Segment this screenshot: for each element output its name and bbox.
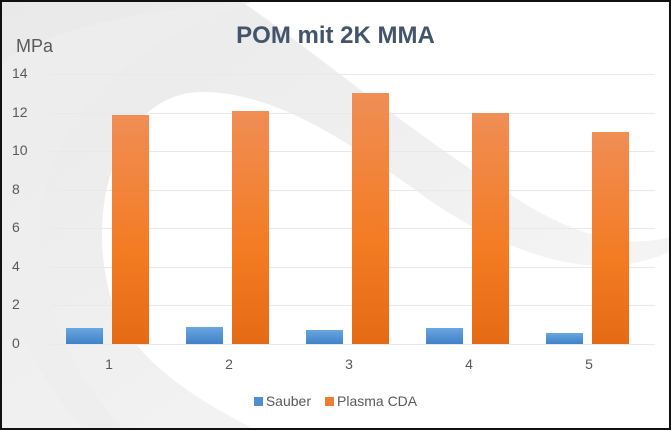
legend-swatch-blue <box>253 396 263 406</box>
y-tick-label: 6 <box>12 219 20 236</box>
chart-title: POM mit 2K MMA <box>236 22 435 49</box>
bar-sauber-4 <box>426 327 463 344</box>
bar-sauber-2 <box>186 326 223 344</box>
x-tick-label: 2 <box>225 356 233 372</box>
y-axis-unit-label: MPa <box>16 36 54 56</box>
legend: Sauber Plasma CDA <box>2 393 669 409</box>
y-tick-label: 4 <box>12 257 20 274</box>
y-tick-label: 10 <box>12 142 28 159</box>
y-tick-label: 8 <box>12 180 20 197</box>
bar-plasma-cda-2 <box>232 110 269 344</box>
x-tick-label: 3 <box>345 356 353 372</box>
x-tick-label: 5 <box>585 356 593 372</box>
legend-label: Plasma CDA <box>337 393 418 409</box>
y-tick-label: 12 <box>12 103 28 120</box>
y-tick-label: 2 <box>12 296 20 313</box>
bar-plasma-cda-5 <box>592 131 629 344</box>
legend-label: Sauber <box>265 393 311 409</box>
y-tick-label: 14 <box>12 65 28 81</box>
x-tick-label: 1 <box>105 356 113 372</box>
bar-sauber-5 <box>546 333 583 344</box>
bar-plasma-cda-3 <box>352 93 389 344</box>
legend-item-plasma-cda: Plasma CDA <box>325 393 417 409</box>
bar-plasma-cda-4 <box>472 112 509 344</box>
gridline <box>50 344 655 345</box>
bar-sauber-3 <box>306 329 343 344</box>
legend-item-sauber: Sauber <box>253 393 311 409</box>
bar-plasma-cda-1 <box>112 114 149 344</box>
gridline <box>50 74 655 75</box>
legend-swatch-orange <box>325 396 334 406</box>
bar-sauber-1 <box>66 327 103 344</box>
y-tick-label: 0 <box>12 335 20 351</box>
x-tick-label: 4 <box>465 356 473 372</box>
